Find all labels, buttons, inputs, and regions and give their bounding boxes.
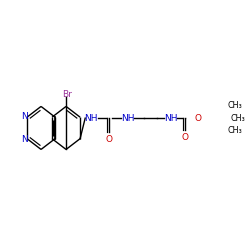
Text: CH₃: CH₃ [230,114,245,123]
Text: NH: NH [164,114,177,123]
Text: CH₃: CH₃ [228,126,243,135]
Text: O: O [182,133,189,142]
Text: O: O [194,114,201,123]
Text: NH: NH [121,114,135,123]
Text: NH: NH [84,114,98,123]
Text: Br: Br [62,90,72,99]
Text: N: N [22,112,28,121]
Text: CH₃: CH₃ [228,101,243,110]
Text: O: O [106,135,113,144]
Text: N: N [22,135,28,144]
